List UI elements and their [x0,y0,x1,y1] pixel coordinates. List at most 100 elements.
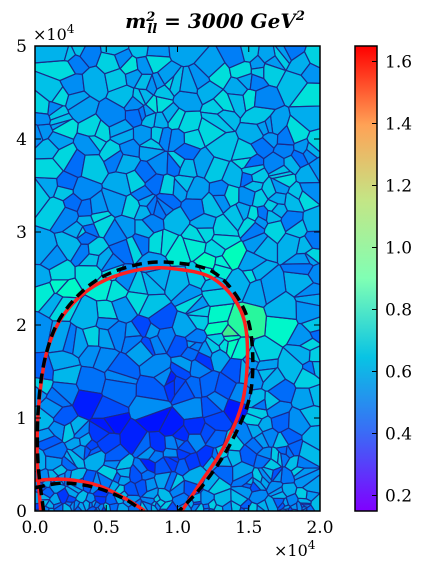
voronoi-cell [174,457,191,477]
voronoi-cell [70,444,86,462]
voronoi-cell [234,121,264,145]
voronoi-cell [271,466,283,483]
voronoi-cell [190,503,202,511]
voronoi-cell [42,441,68,460]
voronoi-cell [250,66,265,80]
colorbar [354,45,378,512]
colorbar-tick-label: 0.6 [385,363,412,383]
voronoi-cell [249,480,262,493]
colorbar-tick-label: 1.4 [385,115,412,135]
voronoi-cell [69,500,76,511]
voronoi-cell [97,327,117,351]
voronoi-cell [150,503,160,511]
voronoi-cell [276,69,309,108]
colorbar-tick-label: 1.2 [385,177,412,197]
voronoi-cell [123,480,140,497]
voronoi-cell [298,502,312,506]
voronoi-cell [163,369,177,387]
voronoi-cell [85,492,96,504]
colorbar-tick-label: 0.2 [385,487,412,507]
voronoi-cell [35,46,70,64]
voronoi-cell [276,450,284,468]
voronoi-cell [192,146,215,179]
voronoi-cell [48,259,76,281]
voronoi-cell [138,145,166,162]
voronoi-cell [286,113,311,145]
voronoi-cell [63,46,77,62]
x-tick-label: 0.0 [21,518,48,538]
voronoi-cell [303,230,320,250]
voronoi-cell [106,351,141,381]
voronoi-cell [137,193,157,207]
voronoi-cell [206,332,226,347]
contour-lines [35,260,255,511]
voronoi-cell [244,437,264,455]
voronoi-cell [72,325,89,359]
voronoi-cell [71,389,104,422]
voronoi-cell [167,128,186,153]
dashed-contour-3 [35,481,143,511]
voronoi-cell [179,65,199,95]
voronoi-cell [287,438,304,457]
y-tick-label: 5 [16,37,27,57]
voronoi-cell [94,495,107,505]
voronoi-cell [56,487,70,505]
colorbar-tick-label: 1.0 [385,239,412,259]
voronoi-cell [294,486,308,500]
voronoi-cell [263,220,287,245]
voronoi-cell [251,188,269,208]
voronoi-cell [264,114,274,134]
voronoi-cell [153,471,172,490]
voronoi-cell [105,279,129,303]
chart-title: m2 ll = 3000 GeV2 [125,9,305,37]
voronoi-cell [239,221,266,243]
voronoi-cell [141,213,165,234]
voronoi-cell [177,439,197,455]
x-tick-label: 1.0 [164,518,191,538]
voronoi-cell [61,455,80,472]
y-tick-label: 4 [16,130,27,150]
voronoi-cell [104,67,128,93]
voronoi-cell [271,173,297,189]
voronoi-cell [298,337,320,352]
voronoi-cell [35,70,64,103]
voronoi-cell [222,203,245,232]
voronoi-cell [203,156,231,184]
voronoi-cell [164,265,191,303]
colorbar-tick-label: 0.4 [385,425,412,445]
voronoi-cell [257,367,278,384]
voronoi-cell [230,471,254,488]
axis-ticks: 0.0 0.5 1.0 1.5 2.0 0 1 2 3 4 5 [16,37,333,538]
voronoi-cell [88,419,111,444]
voronoi-cell [147,301,178,330]
y-tick-label: 2 [16,316,27,336]
voronoi-cell [179,346,200,362]
x-tick-label: 0.5 [93,518,120,538]
voronoi-cell [301,360,316,377]
voronoi-cell [166,151,182,178]
voronoi-cell [253,84,286,111]
voronoi-cell [100,505,107,511]
voronoi-cell [213,487,232,508]
voronoi-cell [260,475,271,491]
voronoi-cell [81,65,109,103]
voronoi-cell [239,46,260,63]
voronoi-cell [204,429,228,449]
voronoi-cell [102,149,124,175]
voronoi-cell [53,503,64,511]
voronoi-cell [47,130,75,151]
x-tick-label: 2.0 [306,518,333,538]
voronoi-cell [75,365,107,395]
voronoi-cell [185,304,211,318]
voronoi-cell [140,112,157,129]
y-tick-label: 3 [16,223,27,243]
voronoi-cell [290,149,310,169]
voronoi-cell [274,46,293,65]
voronoi-cell [256,504,266,511]
voronoi-cell [137,88,155,106]
voronoi-cell [44,499,55,509]
solid-contour-0 [35,265,250,511]
voronoi-cell [109,127,135,146]
voronoi-cell [184,260,207,290]
